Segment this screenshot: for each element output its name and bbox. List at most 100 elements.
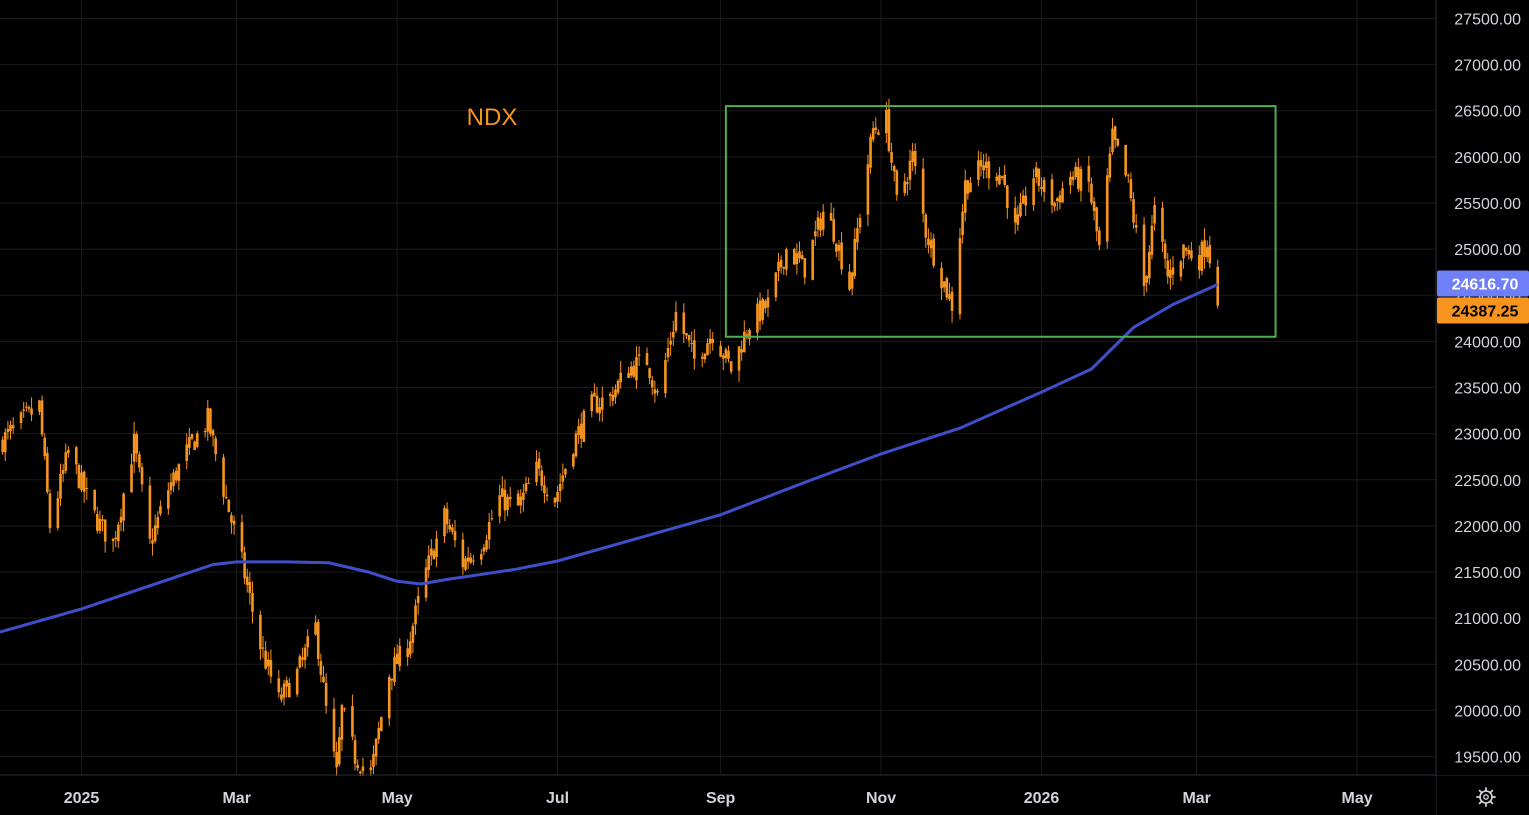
candle[interactable] <box>169 473 173 495</box>
candle[interactable] <box>248 571 252 605</box>
candle[interactable] <box>1000 175 1004 181</box>
candle[interactable] <box>1071 171 1075 186</box>
candle[interactable] <box>903 173 907 197</box>
candle[interactable] <box>729 361 733 375</box>
candle[interactable] <box>1179 259 1183 281</box>
candle[interactable] <box>27 405 31 413</box>
candle[interactable] <box>1058 190 1062 210</box>
candle[interactable] <box>374 737 378 766</box>
candle[interactable] <box>848 263 851 291</box>
candle[interactable] <box>324 673 328 714</box>
candle[interactable] <box>1087 155 1091 193</box>
candle[interactable] <box>906 177 909 196</box>
range-box[interactable] <box>724 105 1277 338</box>
candle[interactable] <box>356 759 359 771</box>
candle[interactable] <box>227 499 231 513</box>
candle[interactable] <box>579 412 583 448</box>
candle[interactable] <box>669 331 672 356</box>
candle[interactable] <box>553 496 557 508</box>
candle[interactable] <box>503 479 507 522</box>
candle[interactable] <box>1016 205 1020 231</box>
candle[interactable] <box>295 666 299 697</box>
candle[interactable] <box>674 301 678 333</box>
candle[interactable] <box>932 233 935 268</box>
candle[interactable] <box>432 548 436 560</box>
candle[interactable] <box>98 510 102 534</box>
candle[interactable] <box>1077 157 1080 193</box>
candle[interactable] <box>445 502 449 534</box>
candle[interactable] <box>1124 144 1127 178</box>
candle[interactable] <box>285 676 288 698</box>
candle[interactable] <box>377 721 381 744</box>
candle[interactable] <box>353 734 357 771</box>
candle[interactable] <box>1034 161 1038 184</box>
candle[interactable] <box>837 240 841 261</box>
candle[interactable] <box>564 468 567 478</box>
candle[interactable] <box>1061 181 1064 203</box>
candle[interactable] <box>487 512 491 550</box>
candle[interactable] <box>114 530 118 548</box>
candle[interactable] <box>140 462 144 492</box>
candle[interactable] <box>869 133 872 174</box>
candle[interactable] <box>913 143 917 175</box>
candle[interactable] <box>1126 173 1130 183</box>
candle[interactable] <box>1184 247 1188 256</box>
candle[interactable] <box>850 271 854 296</box>
candle[interactable] <box>25 402 28 412</box>
candle[interactable] <box>766 289 770 318</box>
candle[interactable] <box>1006 184 1009 219</box>
candle[interactable] <box>619 360 622 389</box>
candle[interactable] <box>764 299 767 314</box>
candle[interactable] <box>811 239 814 281</box>
candle[interactable] <box>800 250 804 260</box>
candle[interactable] <box>1171 256 1175 285</box>
candle[interactable] <box>874 117 878 135</box>
candle[interactable] <box>745 329 749 340</box>
candle[interactable] <box>892 164 896 182</box>
candle[interactable] <box>963 169 967 222</box>
candle[interactable] <box>266 651 270 675</box>
candle[interactable] <box>929 232 933 258</box>
candle[interactable] <box>1013 196 1017 235</box>
candle[interactable] <box>380 716 383 732</box>
candle[interactable] <box>193 440 196 451</box>
candle[interactable] <box>148 476 152 544</box>
candle[interactable] <box>558 473 562 503</box>
candle[interactable] <box>1203 228 1206 269</box>
moving-average-line[interactable] <box>0 283 1219 634</box>
candle[interactable] <box>1205 240 1209 262</box>
gear-icon[interactable] <box>1476 787 1496 807</box>
candle[interactable] <box>195 431 199 449</box>
candle[interactable] <box>1032 168 1035 212</box>
candle[interactable] <box>1190 241 1193 262</box>
candle[interactable] <box>608 391 612 407</box>
candle[interactable] <box>924 212 928 248</box>
candle[interactable] <box>1021 189 1025 205</box>
candle[interactable] <box>719 340 722 358</box>
candle[interactable] <box>856 217 859 250</box>
candle[interactable] <box>1116 138 1120 148</box>
candle[interactable] <box>653 380 657 403</box>
candle[interactable] <box>1113 125 1117 149</box>
candle[interactable] <box>637 346 641 366</box>
candle[interactable] <box>645 347 649 366</box>
candle[interactable] <box>387 674 391 726</box>
candle[interactable] <box>535 450 538 486</box>
candle[interactable] <box>138 451 141 473</box>
candle[interactable] <box>1208 235 1212 269</box>
candle[interactable] <box>277 670 281 698</box>
candle[interactable] <box>829 202 833 221</box>
candle[interactable] <box>614 384 617 404</box>
candle[interactable] <box>572 452 575 470</box>
candle[interactable] <box>840 232 843 275</box>
candle[interactable] <box>209 407 212 437</box>
candle[interactable] <box>950 286 954 323</box>
candle[interactable] <box>1145 274 1148 293</box>
candle[interactable] <box>1079 165 1083 202</box>
candle[interactable] <box>1197 245 1201 279</box>
candle[interactable] <box>264 641 267 670</box>
candle[interactable] <box>543 475 546 504</box>
candle[interactable] <box>792 247 796 265</box>
candle[interactable] <box>174 467 178 484</box>
candle[interactable] <box>506 493 509 517</box>
